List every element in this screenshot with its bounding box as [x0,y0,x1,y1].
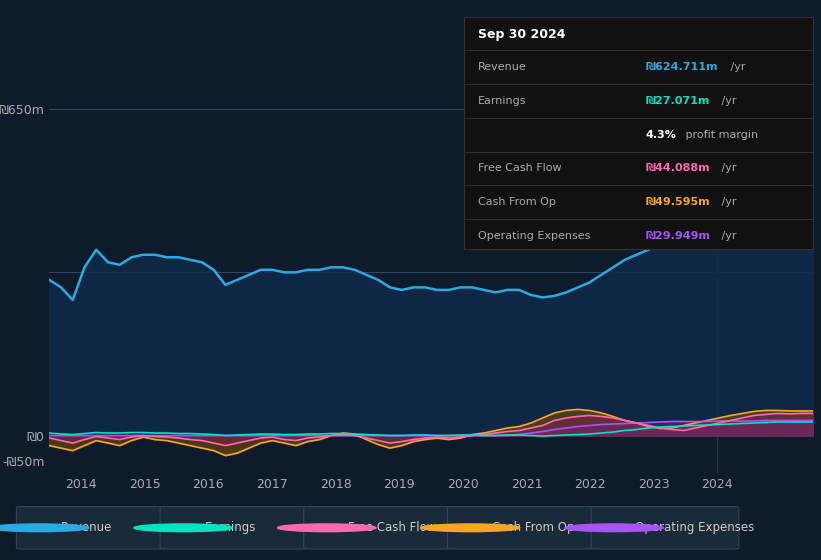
Text: /yr: /yr [718,231,736,241]
FancyBboxPatch shape [160,507,308,549]
Text: ₪624.711m: ₪624.711m [645,62,718,72]
Circle shape [0,524,89,531]
Text: Earnings: Earnings [478,96,526,106]
FancyBboxPatch shape [16,507,164,549]
FancyBboxPatch shape [591,507,739,549]
Text: /yr: /yr [718,96,736,106]
Circle shape [277,524,376,531]
Circle shape [421,524,520,531]
Text: Cash From Op: Cash From Op [492,521,574,534]
Text: Free Cash Flow: Free Cash Flow [478,164,562,174]
Text: Revenue: Revenue [61,521,112,534]
Text: Sep 30 2024: Sep 30 2024 [478,28,566,41]
Text: Revenue: Revenue [478,62,526,72]
Circle shape [134,524,232,531]
Text: /yr: /yr [727,62,745,72]
Text: Operating Expenses: Operating Expenses [635,521,754,534]
Circle shape [565,524,663,531]
FancyBboxPatch shape [304,507,452,549]
Text: ₪49.595m: ₪49.595m [645,197,710,207]
Text: ₪44.088m: ₪44.088m [645,164,710,174]
Text: 4.3%: 4.3% [645,129,677,139]
Text: profit margin: profit margin [681,129,758,139]
Text: /yr: /yr [718,197,736,207]
Text: Earnings: Earnings [204,521,256,534]
Text: /yr: /yr [718,164,736,174]
Text: ₪29.949m: ₪29.949m [645,231,710,241]
Text: Free Cash Flow: Free Cash Flow [348,521,437,534]
FancyBboxPatch shape [447,507,595,549]
Text: Operating Expenses: Operating Expenses [478,231,590,241]
Text: ₪27.071m: ₪27.071m [645,96,709,106]
Text: Cash From Op: Cash From Op [478,197,556,207]
